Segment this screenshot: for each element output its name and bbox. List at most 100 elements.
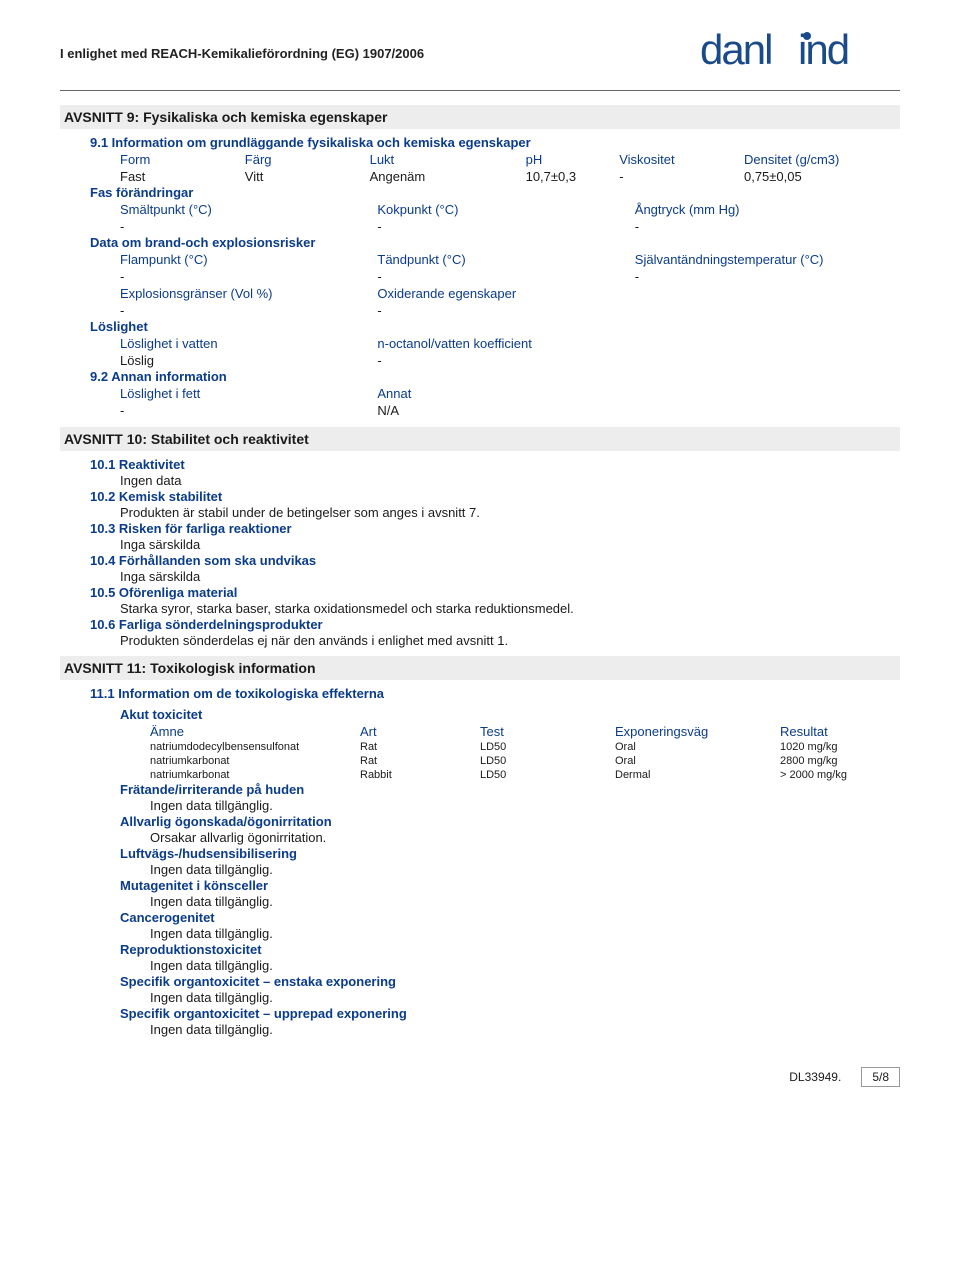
label-losv: Löslighet i vatten [120, 335, 377, 352]
table-cell: > 2000 mg/kg [780, 768, 900, 782]
page-footer: DL33949. 5/8 [60, 1067, 900, 1087]
compliance-text: I enlighet med REACH-Kemikalieförordning… [60, 24, 424, 61]
table-cell: natriumkarbonat [150, 754, 360, 768]
table-row: natriumdodecylbensensulfonatRatLD50Oral1… [150, 740, 900, 754]
effect-text: Ingen data tillgänglig. [150, 958, 900, 973]
val-flam: - [120, 268, 377, 285]
fas-heading: Fas förändringar [90, 185, 900, 200]
effect-text: Ingen data tillgänglig. [150, 894, 900, 909]
effect-text: Ingen data tillgänglig. [150, 1022, 900, 1037]
label-tand: Tändpunkt (°C) [377, 251, 634, 268]
label-losf: Löslighet i fett [120, 385, 377, 402]
table-cell: LD50 [480, 768, 615, 782]
table-cell: Rat [360, 740, 480, 754]
effect-text: Ingen data tillgänglig. [150, 990, 900, 1005]
table-cell: LD50 [480, 754, 615, 768]
th-exp: Exponeringsväg [615, 723, 780, 740]
table-cell: LD50 [480, 740, 615, 754]
th-amne: Ämne [150, 723, 360, 740]
val-farg: Vitt [245, 168, 370, 185]
table-cell: Rabbit [360, 768, 480, 782]
s10-2-h: 10.2 Kemisk stabilitet [90, 489, 900, 504]
s10-3-t: Inga särskilda [120, 537, 900, 552]
val-sjalv: - [635, 268, 900, 285]
s10-1-t: Ingen data [120, 473, 900, 488]
val-dens: 0,75±0,05 [744, 168, 900, 185]
label-visk: Viskositet [619, 151, 744, 168]
th-art: Art [360, 723, 480, 740]
effect-text: Ingen data tillgänglig. [150, 798, 900, 813]
th-test: Test [480, 723, 615, 740]
val-lukt: Angenäm [370, 168, 526, 185]
brand-logo: danl ind [700, 24, 900, 84]
label-form: Form [120, 151, 245, 168]
fas-table: Smältpunkt (°C) Kokpunkt (°C) Ångtryck (… [120, 201, 900, 235]
label-smalt: Smältpunkt (°C) [120, 201, 377, 218]
label-annat: Annat [377, 385, 900, 402]
s10-4-h: 10.4 Förhållanden som ska undvikas [90, 553, 900, 568]
val-losv: Löslig [120, 352, 377, 369]
effect-heading: Reproduktionstoxicitet [120, 942, 900, 957]
table-cell: natriumdodecylbensensulfonat [150, 740, 360, 754]
val-losf: - [120, 402, 377, 419]
phys-properties-table: Form Färg Lukt pH Viskositet Densitet (g… [120, 151, 900, 185]
table-cell: Oral [615, 754, 780, 768]
label-expl: Explosionsgränser (Vol %) [120, 285, 377, 302]
section-9-title: AVSNITT 9: Fysikaliska och kemiska egens… [60, 105, 900, 129]
s10-6-t: Produkten sönderdelas ej när den används… [120, 633, 900, 648]
effect-heading: Mutagenitet i könsceller [120, 878, 900, 893]
label-flam: Flampunkt (°C) [120, 251, 377, 268]
effect-heading: Specifik organtoxicitet – upprepad expon… [120, 1006, 900, 1021]
val-tand: - [377, 268, 634, 285]
val-ph: 10,7±0,3 [526, 168, 620, 185]
label-noct: n-octanol/vatten koefficient [377, 335, 900, 352]
val-expl: - [120, 302, 377, 319]
los-heading: Löslighet [90, 319, 900, 334]
s10-5-t: Starka syror, starka baser, starka oxida… [120, 601, 900, 616]
table-cell: natriumkarbonat [150, 768, 360, 782]
label-kok: Kokpunkt (°C) [377, 201, 634, 218]
label-lukt: Lukt [370, 151, 526, 168]
s10-1-h: 10.1 Reaktivitet [90, 457, 900, 472]
table-cell: 1020 mg/kg [780, 740, 900, 754]
s10-2-t: Produkten är stabil under de betingelser… [120, 505, 900, 520]
page-header: I enlighet med REACH-Kemikalieförordning… [60, 24, 900, 91]
s10-5-h: 10.5 Oförenliga material [90, 585, 900, 600]
los-table: Löslighet i vatten n-octanol/vatten koef… [120, 335, 900, 369]
brand-table: Flampunkt (°C) Tändpunkt (°C) Självantän… [120, 251, 900, 319]
effect-heading: Luftvägs-/hudsensibilisering [120, 846, 900, 861]
page-number: 5/8 [861, 1067, 900, 1087]
section-9-1-heading: 9.1 Information om grundläggande fysikal… [90, 135, 900, 150]
val-visk: - [619, 168, 744, 185]
s10-3-h: 10.3 Risken för farliga reaktioner [90, 521, 900, 536]
label-ph: pH [526, 151, 620, 168]
table-row: natriumkarbonatRatLD50Oral2800 mg/kg [150, 754, 900, 768]
effect-text: Orsakar allvarlig ögonirritation. [150, 830, 900, 845]
s10-6-h: 10.6 Farliga sönderdelningsprodukter [90, 617, 900, 632]
effect-heading: Cancerogenitet [120, 910, 900, 925]
s11-1-h: 11.1 Information om de toxikologiska eff… [90, 686, 900, 701]
val-ang: - [635, 218, 900, 235]
effect-heading: Specifik organtoxicitet – enstaka expone… [120, 974, 900, 989]
section-11-title: AVSNITT 11: Toxikologisk information [60, 656, 900, 680]
effect-heading: Allvarlig ögonskada/ögonirritation [120, 814, 900, 829]
val-form: Fast [120, 168, 245, 185]
akut-heading: Akut toxicitet [120, 707, 900, 722]
label-oxid: Oxiderande egenskaper [377, 285, 634, 302]
effect-text: Ingen data tillgänglig. [150, 926, 900, 941]
doc-id: DL33949. [789, 1070, 841, 1084]
table-cell: Oral [615, 740, 780, 754]
section-10-title: AVSNITT 10: Stabilitet och reaktivitet [60, 427, 900, 451]
table-cell: 2800 mg/kg [780, 754, 900, 768]
brand-heading: Data om brand-och explosionsrisker [90, 235, 900, 250]
table-row: natriumkarbonatRabbitLD50Dermal> 2000 mg… [150, 768, 900, 782]
annan-table: Löslighet i fett Annat - N/A [120, 385, 900, 419]
label-ang: Ångtryck (mm Hg) [635, 201, 900, 218]
val-noct: - [377, 352, 900, 369]
section-9-2-heading: 9.2 Annan information [90, 369, 900, 384]
val-smalt: - [120, 218, 377, 235]
s10-4-t: Inga särskilda [120, 569, 900, 584]
svg-text:ind: ind [798, 26, 848, 73]
label-dens: Densitet (g/cm3) [744, 151, 900, 168]
th-res: Resultat [780, 723, 900, 740]
